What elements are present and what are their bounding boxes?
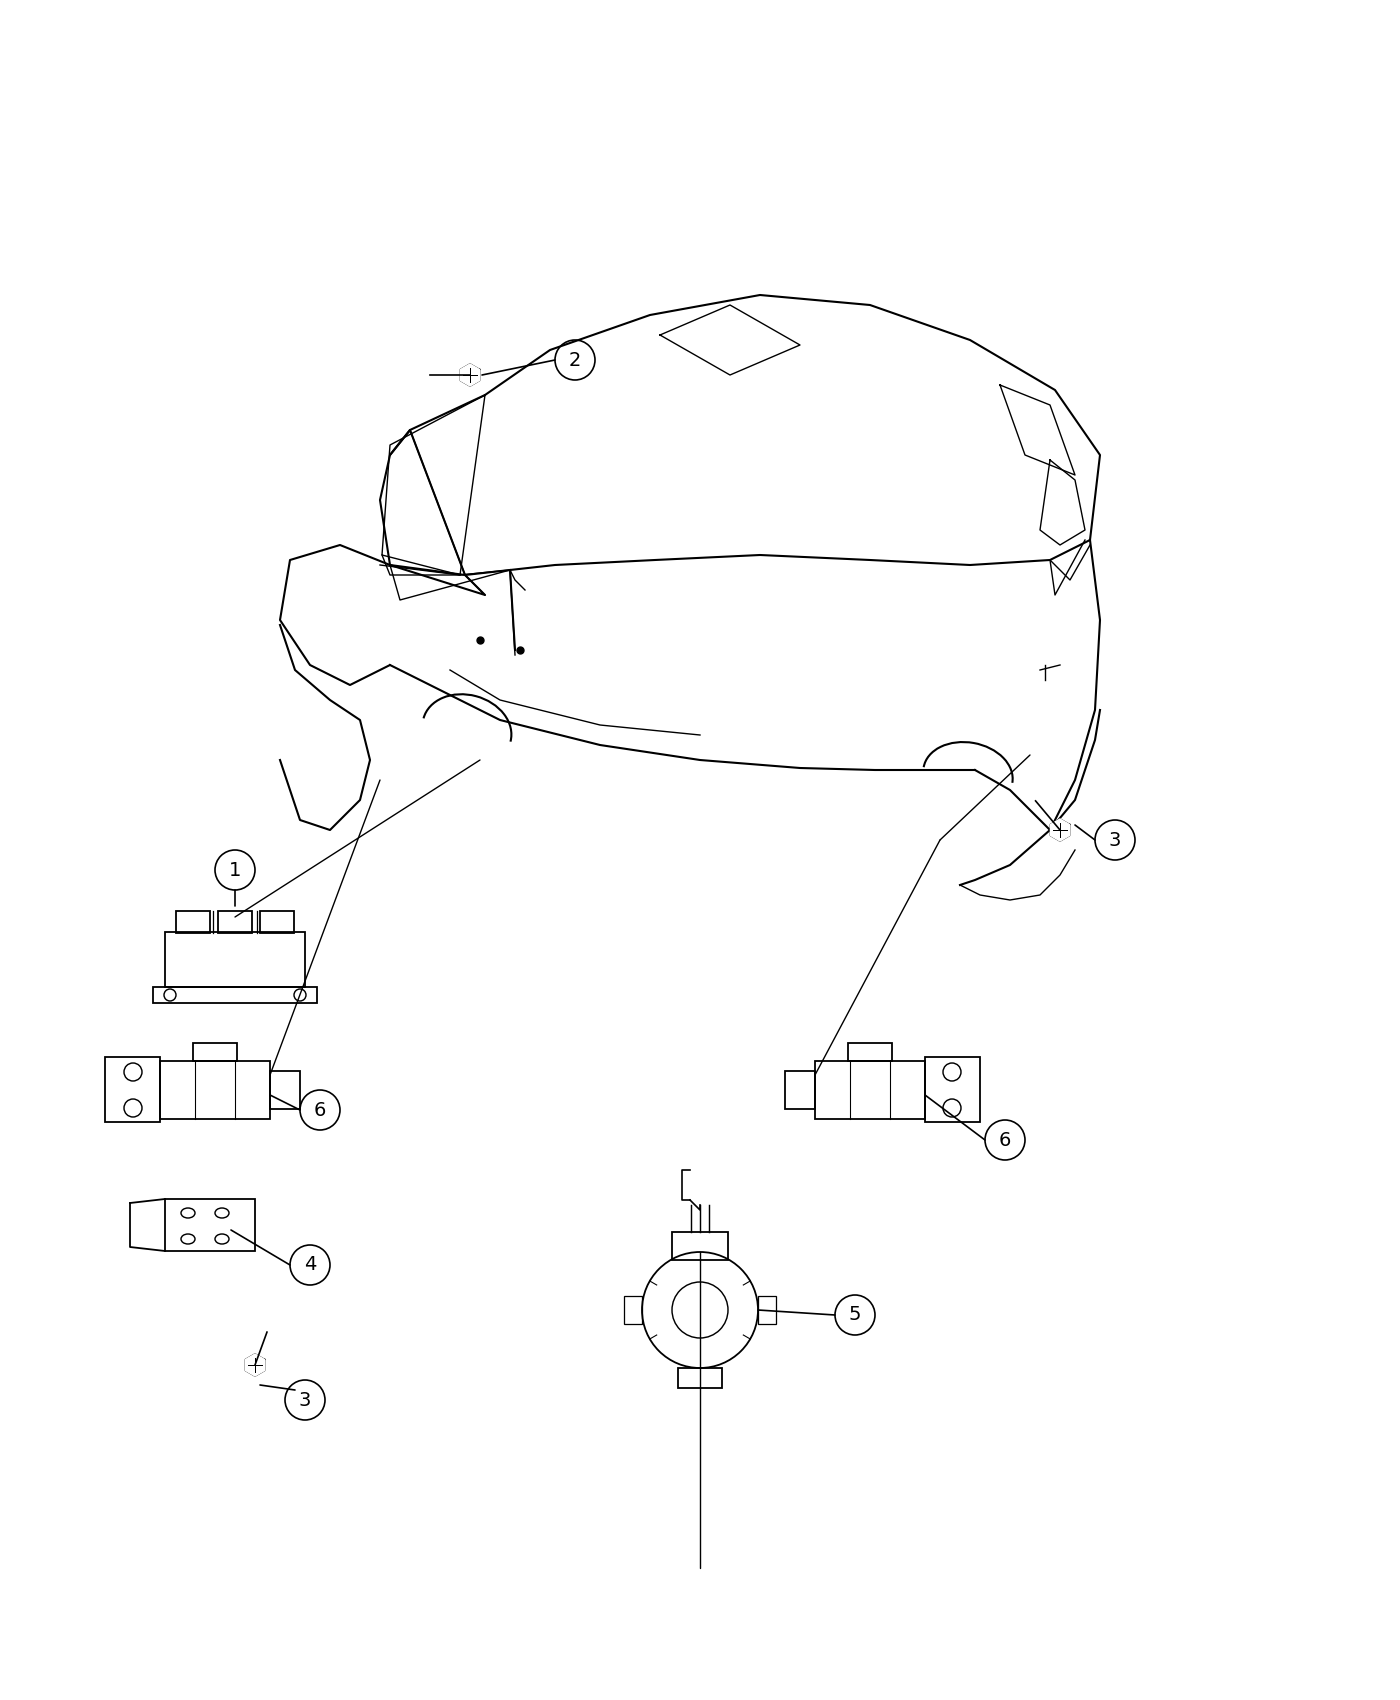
Polygon shape <box>1050 819 1070 842</box>
Text: 6: 6 <box>998 1130 1011 1149</box>
Text: 4: 4 <box>304 1256 316 1275</box>
Polygon shape <box>245 1353 265 1375</box>
Polygon shape <box>461 364 480 386</box>
Text: 6: 6 <box>314 1100 326 1120</box>
Text: 2: 2 <box>568 350 581 369</box>
Text: 5: 5 <box>848 1306 861 1324</box>
Text: 3: 3 <box>298 1391 311 1409</box>
Text: 1: 1 <box>228 860 241 879</box>
Text: 3: 3 <box>1109 831 1121 850</box>
